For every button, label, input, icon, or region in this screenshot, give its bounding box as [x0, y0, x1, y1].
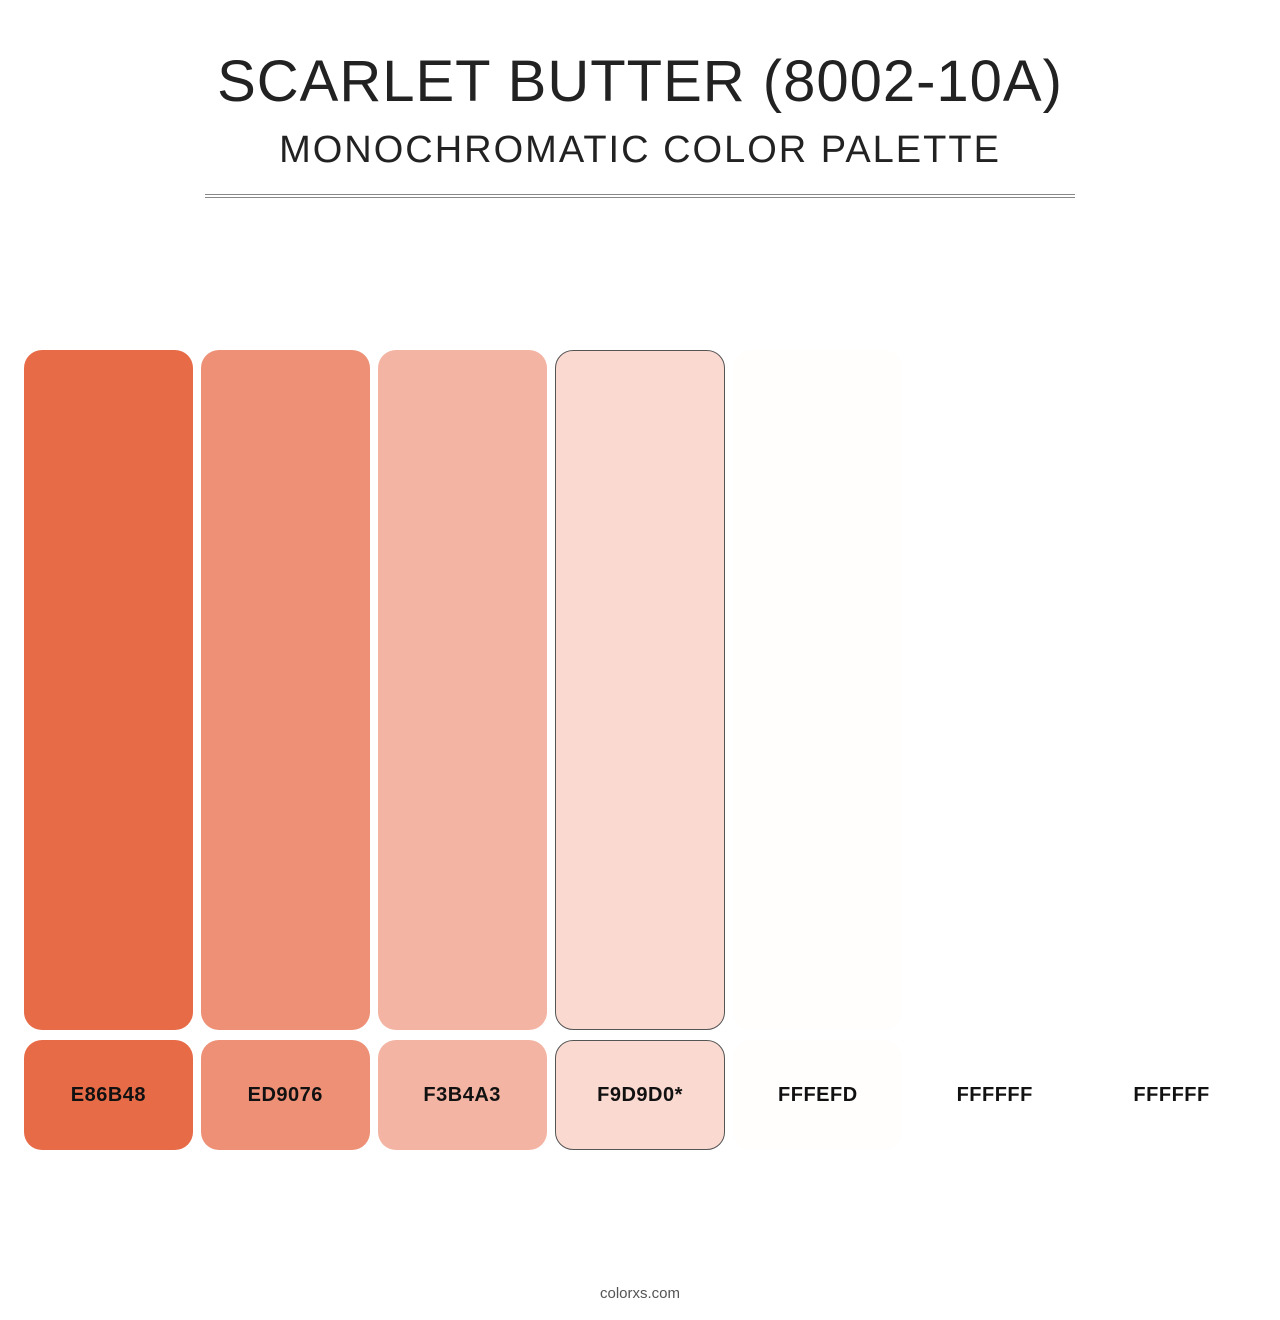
- short-swatch: E86B48: [24, 1040, 193, 1150]
- short-swatch: FFFFFF: [910, 1040, 1079, 1150]
- tall-swatch: [378, 350, 547, 1030]
- short-swatch: F3B4A3: [378, 1040, 547, 1150]
- tall-swatch: [733, 350, 902, 1030]
- hex-label: FFFFFF: [1133, 1084, 1209, 1107]
- palette: E86B48 ED9076 F3B4A3 F9D9D0* FFFEFD FFFFFF FFF…: [24, 350, 1256, 1150]
- hex-label: FFFEFD: [778, 1084, 858, 1107]
- tall-swatch: [910, 350, 1079, 1030]
- hex-label: F3B4A3: [423, 1084, 500, 1107]
- tall-swatch: [555, 350, 726, 1030]
- short-swatch: FFFFFF: [1087, 1040, 1256, 1150]
- page: SCARLET BUTTER (8002-10A) MONOCHROMATIC …: [0, 0, 1280, 1320]
- tall-swatch: [201, 350, 370, 1030]
- header-divider: [205, 194, 1075, 198]
- page-subtitle: MONOCHROMATIC COLOR PALETTE: [0, 129, 1280, 172]
- hex-label: E86B48: [71, 1084, 146, 1107]
- hex-label: F9D9D0*: [597, 1084, 683, 1107]
- short-swatch: ED9076: [201, 1040, 370, 1150]
- hex-label: ED9076: [248, 1084, 323, 1107]
- short-swatch: F9D9D0*: [555, 1040, 726, 1150]
- tall-swatch: [1087, 350, 1256, 1030]
- short-swatch: FFFEFD: [733, 1040, 902, 1150]
- short-swatch-row: E86B48 ED9076 F3B4A3 F9D9D0* FFFEFD FFFFFF FFF…: [24, 1040, 1256, 1150]
- page-title: SCARLET BUTTER (8002-10A): [0, 48, 1280, 115]
- header: SCARLET BUTTER (8002-10A) MONOCHROMATIC …: [0, 0, 1280, 198]
- tall-swatch-row: [24, 350, 1256, 1030]
- footer-credit: colorxs.com: [0, 1285, 1280, 1302]
- tall-swatch: [24, 350, 193, 1030]
- hex-label: FFFFFF: [957, 1084, 1033, 1107]
